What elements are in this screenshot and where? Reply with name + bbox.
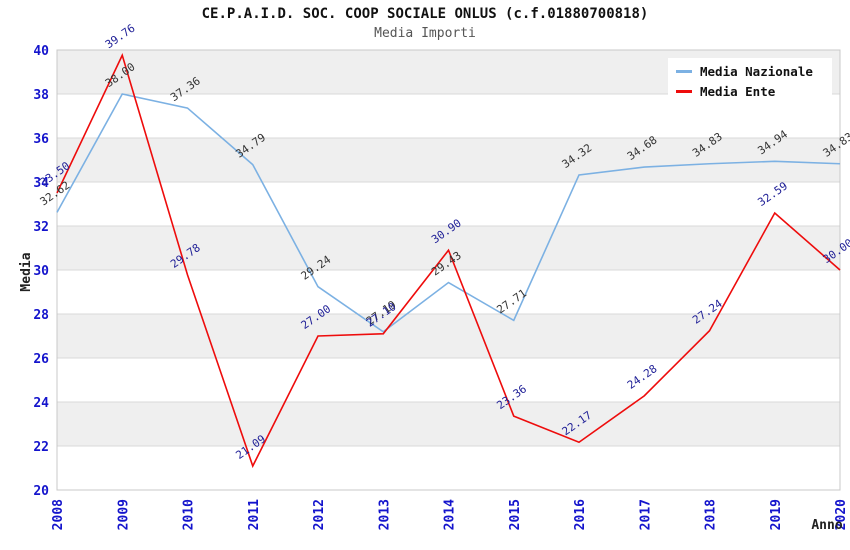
y-tick-label: 28: [33, 308, 49, 323]
y-tick-label: 30: [33, 264, 49, 279]
x-tick-label: 2013: [377, 499, 392, 530]
data-point-label: 39.76: [103, 22, 138, 52]
legend-item-media-ente: Media Ente: [676, 84, 832, 99]
y-tick-label: 24: [33, 396, 49, 411]
series-line: [56, 53, 841, 469]
chart-subtitle: Media Importi: [374, 26, 476, 41]
x-tick-label: 2019: [769, 499, 784, 530]
x-tick-label: 2008: [51, 499, 66, 530]
x-tick-label: 2011: [247, 499, 262, 530]
x-tick-label: 2012: [312, 499, 327, 530]
x-tick-label: 2016: [573, 499, 588, 530]
x-tick-label: 2014: [443, 499, 458, 530]
y-tick-label: 36: [33, 132, 49, 147]
legend: Media Nazionale Media Ente: [668, 58, 832, 105]
legend-label-media-nazionale: Media Nazionale: [700, 64, 813, 79]
legend-label-media-ente: Media Ente: [700, 84, 776, 99]
data-point-label: 27.71: [494, 287, 529, 317]
data-point-label: 32.59: [755, 179, 790, 209]
x-tick-label: 2010: [182, 499, 197, 530]
chart-title: CE.P.A.I.D. SOC. COOP SOCIALE ONLUS (c.f…: [201, 6, 649, 22]
y-tick-label: 34: [33, 176, 49, 191]
media-nazionale-line-swatch: [676, 70, 692, 73]
series-line: [56, 93, 841, 333]
y-tick-label: 40: [33, 44, 49, 59]
x-tick-label: 2009: [116, 499, 131, 530]
y-tick-label: 32: [33, 220, 49, 235]
x-tick-label: 2015: [508, 499, 523, 530]
y-axis-title: Media: [19, 252, 34, 291]
y-tick-label: 26: [33, 352, 49, 367]
y-tick-label: 38: [33, 88, 49, 103]
legend-item-media-nazionale: Media Nazionale: [676, 64, 832, 79]
x-axis-title: Anno: [811, 518, 842, 533]
data-point-label: 24.28: [625, 362, 660, 392]
y-tick-label: 22: [33, 440, 49, 455]
x-tick-label: 2020: [834, 499, 849, 530]
y-tick-label: 20: [33, 484, 49, 499]
x-tick-label: 2018: [704, 499, 719, 530]
x-tick-label: 2017: [638, 499, 653, 530]
media-ente-line-swatch: [676, 90, 692, 93]
